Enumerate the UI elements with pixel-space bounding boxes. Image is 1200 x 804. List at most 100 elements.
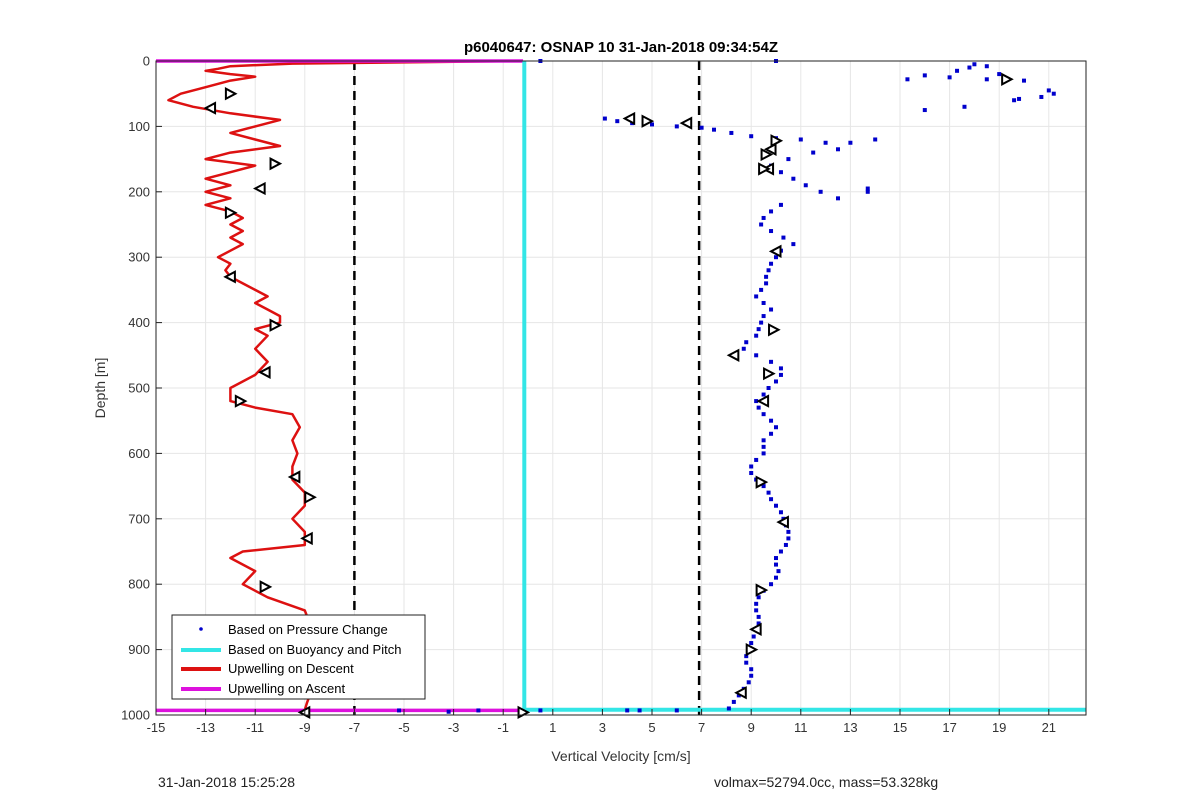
upwelling-on-descent-marker: [203, 101, 217, 115]
pressure-change-point: [446, 709, 451, 714]
marker-layer: [203, 72, 1014, 720]
pressure-change-point: [769, 261, 774, 266]
pressure-change-point: [774, 379, 778, 384]
based-on-pressure-change-marker: [641, 114, 655, 128]
pressure-change-point: [786, 529, 791, 534]
pressure-change-point: [1022, 78, 1026, 83]
x-tick-label: -13: [196, 720, 215, 735]
pressure-change-point: [761, 314, 766, 319]
y-tick-label: 400: [128, 315, 150, 330]
pressure-change-point: [836, 147, 840, 152]
pressure-change-point: [778, 170, 783, 175]
based-on-pressure-change-marker: [745, 642, 759, 657]
based-on-pressure-change-marker: [749, 622, 762, 636]
pressure-change-point: [766, 268, 771, 273]
pressure-change-point: [823, 140, 828, 145]
pressure-change-point: [749, 673, 754, 678]
x-tick-label: -7: [349, 720, 361, 735]
y-tick-label: 700: [128, 511, 150, 526]
y-tick-label: 200: [128, 184, 150, 199]
pressure-change-point: [865, 186, 870, 191]
based-on-pressure-change-marker: [734, 686, 747, 700]
x-tick-label: -9: [299, 720, 311, 735]
pressure-change-point: [962, 104, 967, 109]
x-tick-label: -1: [497, 720, 509, 735]
pressure-change-point: [803, 183, 808, 188]
x-tick-label: -5: [398, 720, 410, 735]
pressure-change-point: [865, 189, 870, 194]
pressure-change-point: [754, 399, 759, 404]
pressure-change-point: [984, 64, 989, 69]
pressure-change-point: [726, 706, 731, 711]
legend-box: [171, 614, 426, 700]
y-tick-label: 0: [143, 54, 150, 69]
pressure-change-point: [731, 699, 736, 704]
pressure-change-point: [761, 484, 766, 489]
pressure-change-point: [769, 497, 774, 502]
pressure-change-point: [1017, 96, 1022, 101]
pressure-change-point: [905, 77, 910, 82]
upwelling-on-descent-marker: [259, 580, 273, 594]
upwelling-on-descent-marker: [253, 181, 266, 196]
pressure-change-point: [637, 708, 642, 713]
pressure-change-point: [984, 77, 989, 82]
upwelling-on-descent-marker: [223, 270, 236, 284]
pressure-change-point: [756, 614, 761, 619]
pressure-change-point: [791, 242, 796, 247]
pressure-change-point: [741, 346, 746, 351]
x-tick-label: 19: [992, 720, 1006, 735]
pressure-change-point: [744, 654, 749, 659]
upwelling-on-descent-marker: [257, 365, 271, 379]
pressure-change-point: [783, 542, 788, 547]
y-tick-label: 600: [128, 446, 150, 461]
pressure-change-point: [791, 176, 796, 181]
pressure-change-point: [761, 438, 766, 443]
pressure-change-point: [756, 327, 761, 332]
based-on-pressure-change-marker: [755, 583, 769, 597]
x-tick-label: 9: [748, 720, 755, 735]
pressure-change-point: [778, 549, 783, 554]
pressure-change-point: [674, 124, 679, 129]
y-tick-label: 500: [128, 381, 150, 396]
based-on-pressure-change-marker: [776, 515, 789, 529]
x-tick-label: 1: [549, 720, 556, 735]
x-tick-label: 11: [794, 720, 808, 735]
pressure-change-point: [778, 202, 783, 207]
x-tick-label: -3: [448, 720, 460, 735]
based-on-pressure-change-marker: [760, 147, 774, 162]
pressure-change-point: [947, 75, 952, 80]
based-on-pressure-change-marker: [768, 323, 781, 337]
based-on-pressure-change-marker: [726, 348, 740, 362]
pressure-change-point: [778, 510, 783, 515]
pressure-change-point: [761, 412, 766, 417]
y-tick-label: 900: [128, 642, 150, 657]
upwelling-on-descent-line: [167, 59, 524, 711]
based-on-pressure-change-marker: [756, 394, 770, 408]
x-tick-label: 3: [599, 720, 606, 735]
upwelling-on-descent-marker: [234, 394, 248, 408]
pressure-change-point: [848, 140, 853, 145]
pressure-change-point: [873, 137, 878, 142]
pressure-change-point: [712, 127, 716, 132]
upwelling-on-descent-marker: [287, 470, 301, 484]
pressure-change-point: [754, 294, 759, 299]
pressure-change-point: [774, 503, 778, 508]
pressure-change-point: [754, 353, 759, 358]
pressure-change-point: [922, 73, 927, 78]
based-on-pressure-change-marker: [763, 366, 776, 381]
pressure-change-point: [776, 569, 781, 574]
pressure-change-point: [818, 189, 823, 194]
pressure-change-point: [774, 425, 778, 430]
pressure-change-point: [922, 108, 927, 113]
pressure-change-point: [781, 235, 786, 240]
footer-volmax-mass: volmax=52794.0cc, mass=53.328kg: [714, 774, 939, 790]
pressure-change-point: [746, 680, 751, 685]
legend-label-ascent: Upwelling on Ascent: [228, 681, 345, 696]
pressure-change-point: [811, 150, 816, 155]
pressure-change-point: [699, 125, 704, 130]
pressure-change-point: [749, 464, 754, 469]
pressure-change-point: [972, 62, 977, 67]
footer-timestamp: 31-Jan-2018 15:25:28: [158, 774, 295, 790]
pressure-change-point: [615, 119, 620, 124]
pressure-change-point: [766, 386, 771, 390]
